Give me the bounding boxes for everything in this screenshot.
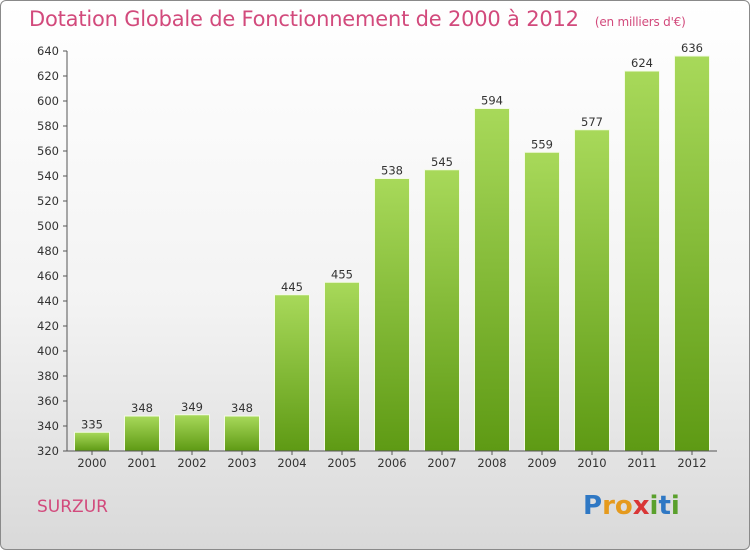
x-tick-label: 2011 [627, 456, 656, 470]
x-tick-label: 2012 [677, 456, 706, 470]
x-tick-label: 2009 [527, 456, 556, 470]
x-tick-label: 2002 [177, 456, 206, 470]
bars: 335 348 349 348 445 455 538 545 594 559 577 624 636 [74, 41, 710, 452]
bar [274, 294, 310, 452]
y-tick-label: 600 [37, 94, 59, 108]
chart-title: Dotation Globale de Fonctionnement de 20… [29, 7, 686, 31]
y-tick-label: 540 [37, 169, 59, 183]
y-tick-label: 580 [37, 119, 59, 133]
bar-value-label: 594 [481, 94, 503, 108]
bar [474, 108, 510, 452]
y-tick-label: 420 [37, 319, 59, 333]
x-tick-label: 2007 [427, 456, 456, 470]
y-tick-label: 440 [37, 294, 59, 308]
bar-value-label: 349 [181, 400, 203, 414]
y-tick-label: 380 [37, 369, 59, 383]
bar [674, 55, 710, 452]
x-tick-label: 2010 [577, 456, 606, 470]
y-tick-label: 620 [37, 69, 59, 83]
bar-value-label: 348 [231, 401, 253, 415]
x-tick-label: 2000 [77, 456, 106, 470]
x-tick-label: 2008 [477, 456, 506, 470]
logo-letter: t [658, 491, 671, 521]
bar-value-label: 636 [681, 41, 703, 55]
y-tick-label: 560 [37, 144, 59, 158]
y-tick-label: 460 [37, 269, 59, 283]
bar [624, 70, 660, 452]
bar-value-label: 624 [631, 56, 653, 70]
bar [124, 415, 160, 452]
logo-letter: i [649, 491, 659, 521]
y-tick-label: 320 [37, 444, 59, 458]
bar-value-label: 445 [281, 280, 303, 294]
y-tick-label: 340 [37, 419, 59, 433]
x-tick-label: 2005 [327, 456, 356, 470]
proxiti-logo: Proxiti [583, 491, 680, 521]
bar-value-label: 335 [81, 417, 103, 431]
y-tick-label: 480 [37, 244, 59, 258]
logo-letter: x [632, 491, 650, 521]
bar-value-label: 538 [381, 164, 403, 178]
logo-letter: i [670, 491, 680, 521]
bar [74, 431, 110, 452]
logo-letter: r [602, 491, 615, 521]
bar-value-label: 559 [531, 137, 553, 151]
bar-value-label: 348 [131, 401, 153, 415]
x-tick-label: 2003 [227, 456, 256, 470]
bar-value-label: 545 [431, 155, 453, 169]
commune-name: SURZUR [37, 497, 108, 517]
y-tick-label: 520 [37, 194, 59, 208]
logo-letter: P [583, 491, 603, 521]
chart-subtitle: (en milliers d'€) [594, 15, 686, 29]
x-axis: 2000 2001 2002 2003 2004 2005 2006 2007 2008 2009… [67, 450, 717, 470]
y-tick-label: 640 [37, 44, 59, 58]
x-tick-label: 2004 [277, 456, 306, 470]
bar [424, 169, 460, 452]
bar-value-label: 455 [331, 267, 353, 281]
y-axis: 320 340 360 380 400 420 440 460 480 500 520 540 560 5… [37, 44, 68, 458]
bar [524, 151, 560, 452]
bar [574, 129, 610, 452]
bar [174, 414, 210, 452]
y-tick-label: 360 [37, 394, 59, 408]
bar [324, 281, 360, 452]
bar [374, 178, 410, 452]
title-text: Dotation Globale de Fonctionnement de 20… [29, 7, 579, 31]
logo-letter: o [614, 491, 633, 521]
bar-value-label: 577 [581, 115, 603, 129]
bar [224, 415, 260, 452]
y-tick-label: 400 [37, 344, 59, 358]
x-tick-label: 2006 [377, 456, 406, 470]
x-tick-label: 2001 [127, 456, 156, 470]
y-tick-label: 500 [37, 219, 59, 233]
